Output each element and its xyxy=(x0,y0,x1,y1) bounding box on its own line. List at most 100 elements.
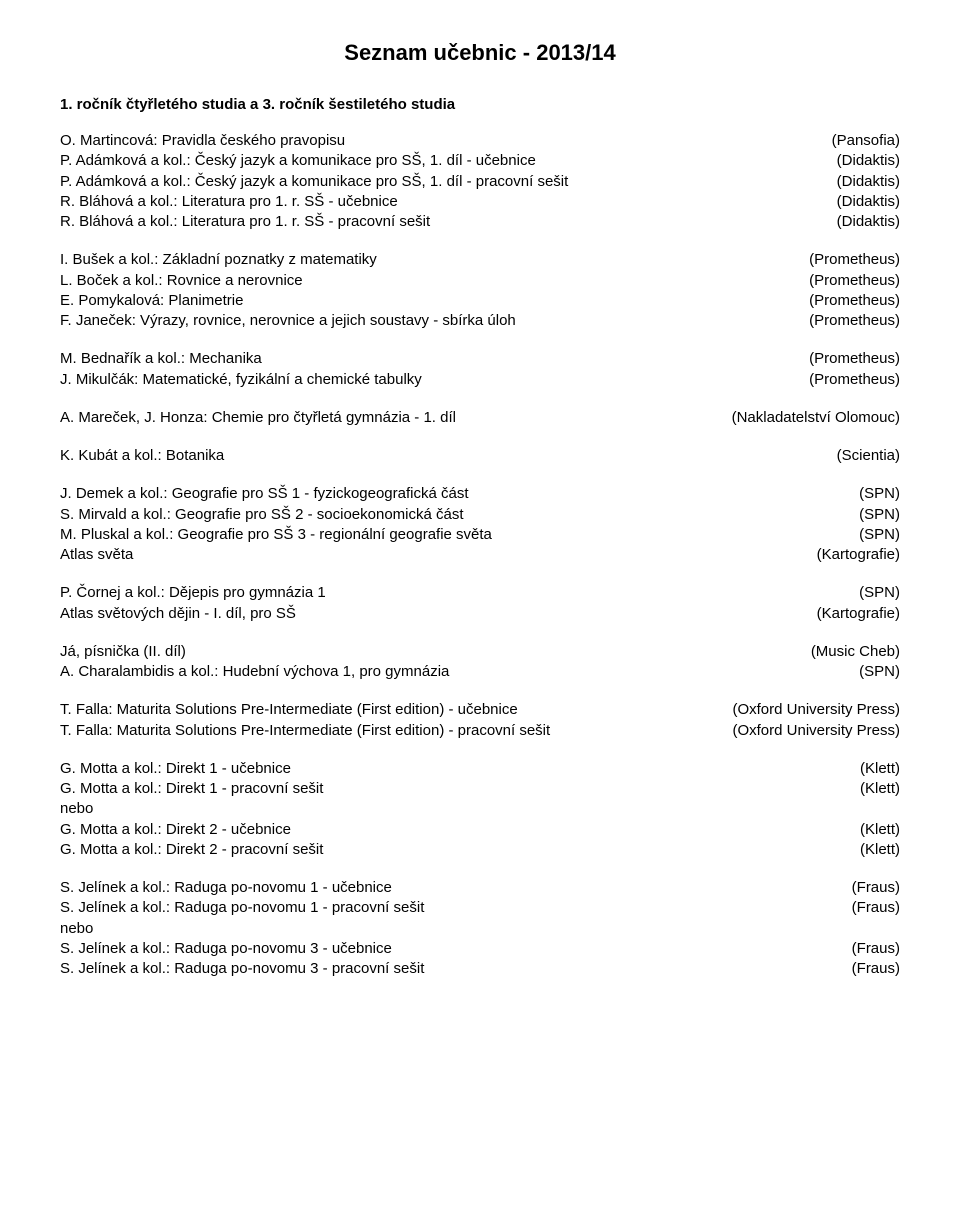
book-publisher: (Fraus) xyxy=(852,878,900,898)
book-title: L. Boček a kol.: Rovnice a nerovnice xyxy=(60,271,809,291)
book-row: K. Kubát a kol.: Botanika(Scientia) xyxy=(60,446,900,466)
book-row: R. Bláhová a kol.: Literatura pro 1. r. … xyxy=(60,192,900,212)
book-title: S. Jelínek a kol.: Raduga po-novomu 3 - … xyxy=(60,939,852,959)
book-publisher: (Oxford University Press) xyxy=(732,721,900,741)
book-row: J. Demek a kol.: Geografie pro SŠ 1 - fy… xyxy=(60,484,900,504)
book-title: F. Janeček: Výrazy, rovnice, nerovnice a… xyxy=(60,311,809,331)
book-publisher: (Prometheus) xyxy=(809,291,900,311)
book-publisher: (Prometheus) xyxy=(809,311,900,331)
book-row: G. Motta a kol.: Direkt 2 - učebnice(Kle… xyxy=(60,820,900,840)
or-separator: nebo xyxy=(60,799,900,819)
book-group: K. Kubát a kol.: Botanika(Scientia) xyxy=(60,446,900,466)
book-row: G. Motta a kol.: Direkt 1 - učebnice(Kle… xyxy=(60,759,900,779)
book-publisher: (Didaktis) xyxy=(837,212,900,232)
book-row: Atlas světa(Kartografie) xyxy=(60,545,900,565)
book-title: A. Charalambidis a kol.: Hudební výchova… xyxy=(60,662,859,682)
book-group: G. Motta a kol.: Direkt 1 - učebnice(Kle… xyxy=(60,759,900,860)
book-publisher: (Klett) xyxy=(860,759,900,779)
book-title: S. Jelínek a kol.: Raduga po-novomu 1 - … xyxy=(60,898,852,918)
book-group: M. Bednařík a kol.: Mechanika(Prometheus… xyxy=(60,349,900,390)
book-row: T. Falla: Maturita Solutions Pre-Interme… xyxy=(60,700,900,720)
book-title: Já, písnička (II. díl) xyxy=(60,642,811,662)
book-row: O. Martincová: Pravidla českého pravopis… xyxy=(60,131,900,151)
book-publisher: (Didaktis) xyxy=(837,192,900,212)
book-title: G. Motta a kol.: Direkt 1 - pracovní seš… xyxy=(60,779,860,799)
book-row: M. Pluskal a kol.: Geografie pro SŠ 3 - … xyxy=(60,525,900,545)
book-group: I. Bušek a kol.: Základní poznatky z mat… xyxy=(60,250,900,331)
book-title: R. Bláhová a kol.: Literatura pro 1. r. … xyxy=(60,212,837,232)
book-publisher: (SPN) xyxy=(859,484,900,504)
book-publisher: (SPN) xyxy=(859,583,900,603)
book-publisher: (Klett) xyxy=(860,820,900,840)
book-row: F. Janeček: Výrazy, rovnice, nerovnice a… xyxy=(60,311,900,331)
book-publisher: (Didaktis) xyxy=(837,172,900,192)
book-row: E. Pomykalová: Planimetrie(Prometheus) xyxy=(60,291,900,311)
book-publisher: (Fraus) xyxy=(852,939,900,959)
book-row: A. Mareček, J. Honza: Chemie pro čtyřlet… xyxy=(60,408,900,428)
book-title: R. Bláhová a kol.: Literatura pro 1. r. … xyxy=(60,192,837,212)
book-row: S. Jelínek a kol.: Raduga po-novomu 1 - … xyxy=(60,878,900,898)
book-publisher: (Kartografie) xyxy=(817,545,900,565)
book-publisher: (Prometheus) xyxy=(809,250,900,270)
book-title: J. Mikulčák: Matematické, fyzikální a ch… xyxy=(60,370,809,390)
subtitle: 1. ročník čtyřletého studia a 3. ročník … xyxy=(60,96,900,113)
book-title: G. Motta a kol.: Direkt 2 - pracovní seš… xyxy=(60,840,860,860)
book-group: A. Mareček, J. Honza: Chemie pro čtyřlet… xyxy=(60,408,900,428)
book-title: I. Bušek a kol.: Základní poznatky z mat… xyxy=(60,250,809,270)
book-title: Atlas světa xyxy=(60,545,817,565)
book-publisher: (Oxford University Press) xyxy=(732,700,900,720)
book-row: R. Bláhová a kol.: Literatura pro 1. r. … xyxy=(60,212,900,232)
book-publisher: (Nakladatelství Olomouc) xyxy=(732,408,900,428)
content-list: O. Martincová: Pravidla českého pravopis… xyxy=(60,131,900,979)
book-publisher: (Fraus) xyxy=(852,898,900,918)
book-row: G. Motta a kol.: Direkt 1 - pracovní seš… xyxy=(60,779,900,799)
book-title: J. Demek a kol.: Geografie pro SŠ 1 - fy… xyxy=(60,484,859,504)
book-title: G. Motta a kol.: Direkt 2 - učebnice xyxy=(60,820,860,840)
book-row: S. Jelínek a kol.: Raduga po-novomu 1 - … xyxy=(60,898,900,918)
book-publisher: (Fraus) xyxy=(852,959,900,979)
book-row: J. Mikulčák: Matematické, fyzikální a ch… xyxy=(60,370,900,390)
book-row: P. Adámková a kol.: Český jazyk a komuni… xyxy=(60,151,900,171)
book-row: I. Bušek a kol.: Základní poznatky z mat… xyxy=(60,250,900,270)
book-title: P. Čornej a kol.: Dějepis pro gymnázia 1 xyxy=(60,583,859,603)
book-title: O. Martincová: Pravidla českého pravopis… xyxy=(60,131,832,151)
book-title: S. Jelínek a kol.: Raduga po-novomu 1 - … xyxy=(60,878,852,898)
book-title: A. Mareček, J. Honza: Chemie pro čtyřlet… xyxy=(60,408,732,428)
book-publisher: (Pansofia) xyxy=(832,131,900,151)
book-publisher: (Didaktis) xyxy=(837,151,900,171)
book-publisher: (SPN) xyxy=(859,662,900,682)
page-title: Seznam učebnic - 2013/14 xyxy=(60,40,900,66)
book-publisher: (SPN) xyxy=(859,505,900,525)
book-title: P. Adámková a kol.: Český jazyk a komuni… xyxy=(60,172,837,192)
book-publisher: (Klett) xyxy=(860,840,900,860)
book-title: G. Motta a kol.: Direkt 1 - učebnice xyxy=(60,759,860,779)
book-title: K. Kubát a kol.: Botanika xyxy=(60,446,837,466)
book-row: Atlas světových dějin - I. díl, pro SŠ(K… xyxy=(60,604,900,624)
book-title: T. Falla: Maturita Solutions Pre-Interme… xyxy=(60,721,732,741)
book-group: S. Jelínek a kol.: Raduga po-novomu 1 - … xyxy=(60,878,900,979)
book-group: Já, písnička (II. díl)(Music Cheb)A. Cha… xyxy=(60,642,900,683)
book-row: P. Čornej a kol.: Dějepis pro gymnázia 1… xyxy=(60,583,900,603)
book-title: E. Pomykalová: Planimetrie xyxy=(60,291,809,311)
book-publisher: (Prometheus) xyxy=(809,370,900,390)
book-title: M. Bednařík a kol.: Mechanika xyxy=(60,349,809,369)
book-group: P. Čornej a kol.: Dějepis pro gymnázia 1… xyxy=(60,583,900,624)
book-title: P. Adámková a kol.: Český jazyk a komuni… xyxy=(60,151,837,171)
book-publisher: (Music Cheb) xyxy=(811,642,900,662)
book-row: T. Falla: Maturita Solutions Pre-Interme… xyxy=(60,721,900,741)
book-row: G. Motta a kol.: Direkt 2 - pracovní seš… xyxy=(60,840,900,860)
book-title: T. Falla: Maturita Solutions Pre-Interme… xyxy=(60,700,732,720)
book-group: J. Demek a kol.: Geografie pro SŠ 1 - fy… xyxy=(60,484,900,565)
book-publisher: (Prometheus) xyxy=(809,349,900,369)
book-publisher: (Prometheus) xyxy=(809,271,900,291)
book-row: L. Boček a kol.: Rovnice a nerovnice(Pro… xyxy=(60,271,900,291)
book-row: S. Jelínek a kol.: Raduga po-novomu 3 - … xyxy=(60,959,900,979)
book-publisher: (SPN) xyxy=(859,525,900,545)
book-group: T. Falla: Maturita Solutions Pre-Interme… xyxy=(60,700,900,741)
or-separator: nebo xyxy=(60,919,900,939)
book-title: Atlas světových dějin - I. díl, pro SŠ xyxy=(60,604,817,624)
book-publisher: (Klett) xyxy=(860,779,900,799)
book-title: M. Pluskal a kol.: Geografie pro SŠ 3 - … xyxy=(60,525,859,545)
book-row: A. Charalambidis a kol.: Hudební výchova… xyxy=(60,662,900,682)
book-title: S. Jelínek a kol.: Raduga po-novomu 3 - … xyxy=(60,959,852,979)
